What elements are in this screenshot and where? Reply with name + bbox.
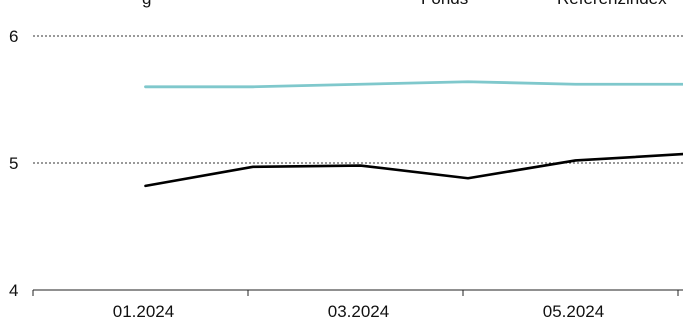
y-tick-label-5: 5 [9, 154, 18, 173]
series-group [144, 80, 683, 188]
y-axis-ticks: 4 5 6 [9, 27, 18, 300]
y-tick-label-4: 4 [9, 281, 18, 300]
x-tick-label-03.2024: 03.2024 [328, 302, 389, 321]
x-axis-ticks: 01.2024 03.2024 05.2024 [32, 290, 679, 321]
legend: Fonds Referenzindex [421, 0, 667, 8]
x-tick-label-05.2024: 05.2024 [543, 302, 604, 321]
chart-title-fragment: g [142, 0, 151, 8]
legend-label-fonds: Fonds [421, 0, 468, 8]
y-tick-label-6: 6 [9, 27, 18, 46]
series-line-referenzindex [144, 80, 683, 89]
series-line-fonds [144, 152, 683, 188]
x-tick-label-01.2024: 01.2024 [113, 302, 174, 321]
legend-label-referenzindex: Referenzindex [557, 0, 667, 8]
gridlines [33, 35, 683, 164]
